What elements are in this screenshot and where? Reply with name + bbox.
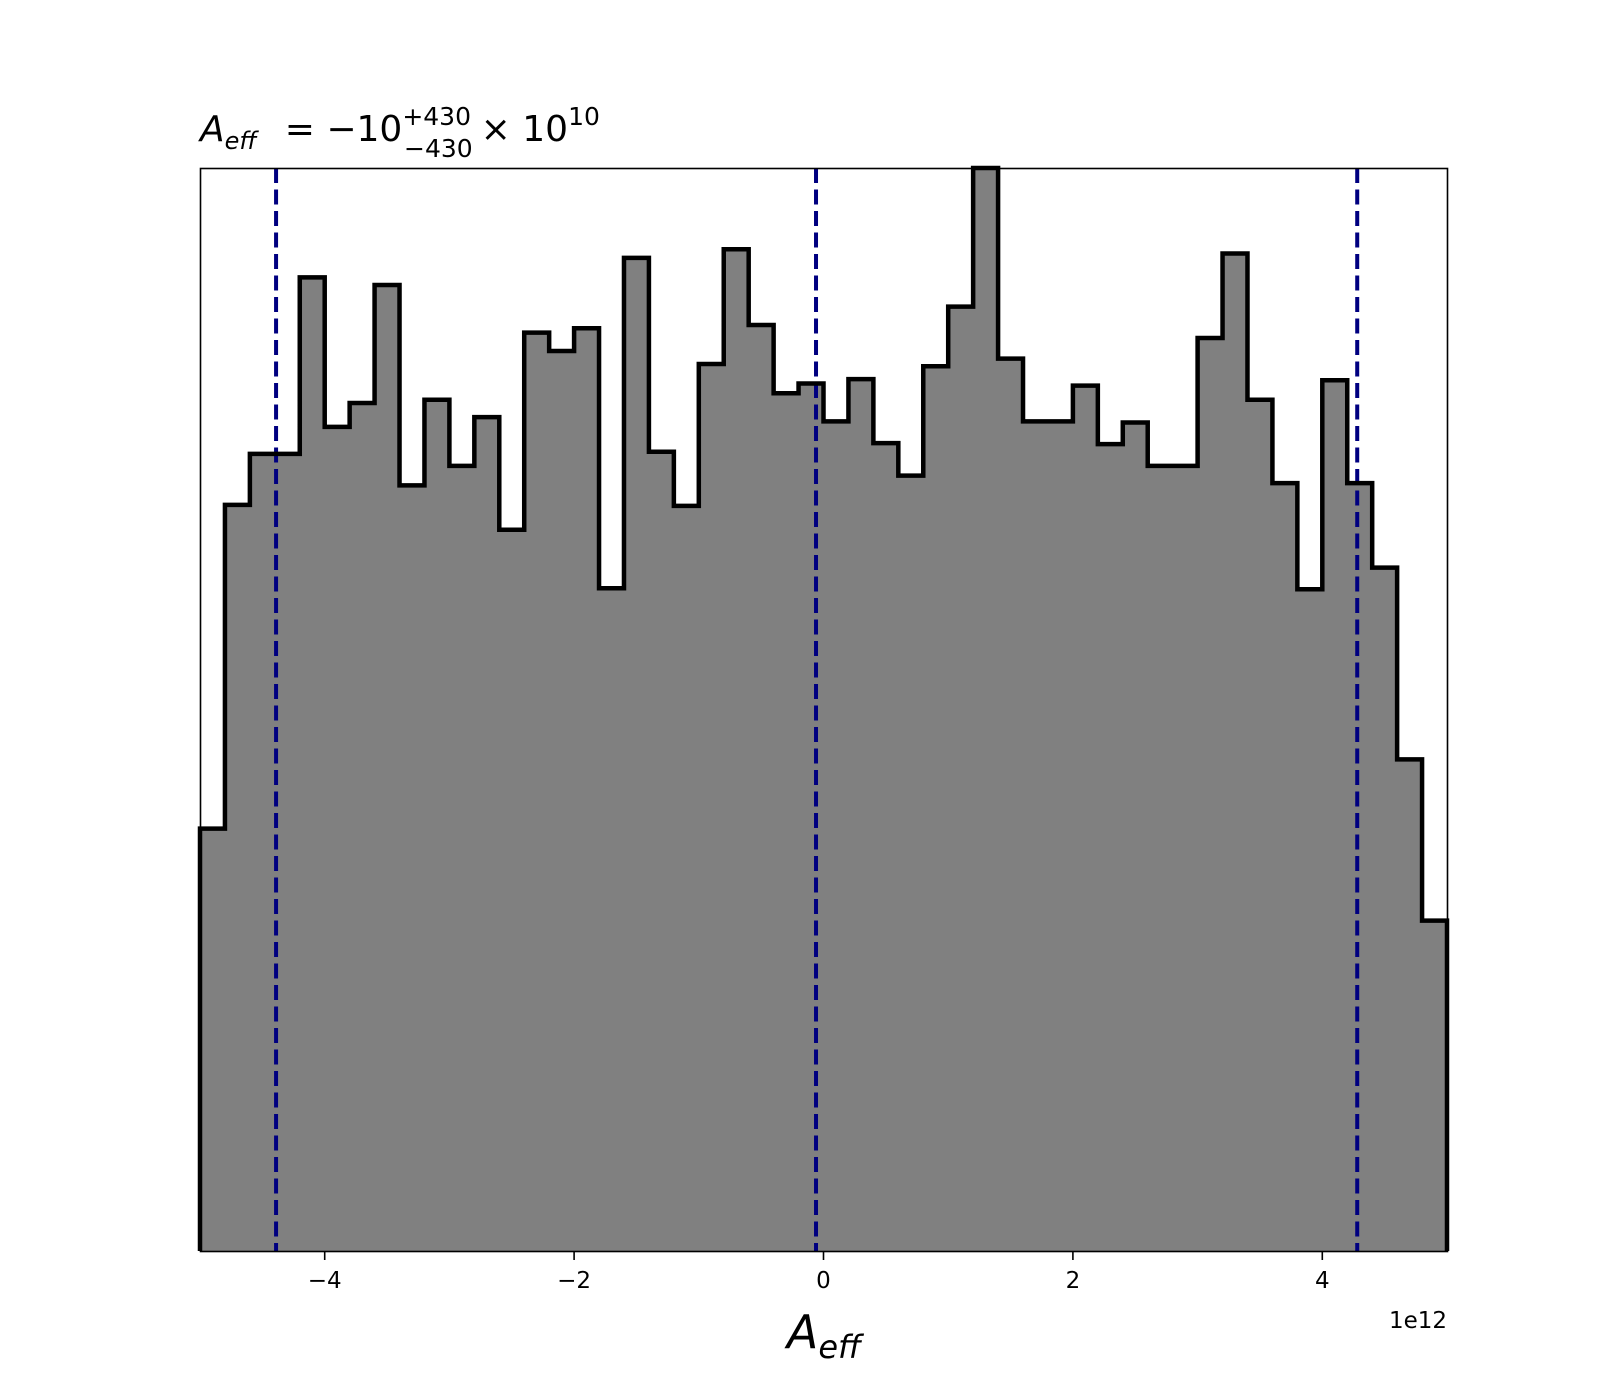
histogram-outline: [197, 165, 1450, 1251]
x-axis-label: Aeff: [784, 1305, 865, 1366]
title-sup: +430: [402, 102, 471, 131]
histogram-fill: [200, 168, 1447, 1251]
x-offset-label: 1e12: [1389, 1308, 1447, 1334]
title-exp: 10: [568, 102, 600, 131]
xlabel-symbol: A: [784, 1305, 818, 1359]
title-symbol-sub: eff: [225, 127, 260, 155]
x-tick-label: −2: [557, 1268, 591, 1294]
chart-title: Aeff = −10+430 −430 × 1010: [198, 102, 600, 163]
x-axis-ticks: −4 −2 0 2 4: [308, 1251, 1330, 1294]
x-tick-label: −4: [308, 1268, 342, 1294]
reference-lines: [274, 168, 1360, 1251]
x-tick-label: 2: [1066, 1268, 1081, 1294]
title-times: × 10: [481, 109, 568, 150]
x-tick-label: 0: [816, 1268, 831, 1294]
xlabel-sub: eff: [818, 1328, 865, 1366]
x-tick-label: 4: [1315, 1268, 1330, 1294]
title-sub: −430: [404, 134, 473, 163]
title-equals: = −10: [285, 109, 403, 150]
title-symbol: A: [198, 109, 225, 150]
